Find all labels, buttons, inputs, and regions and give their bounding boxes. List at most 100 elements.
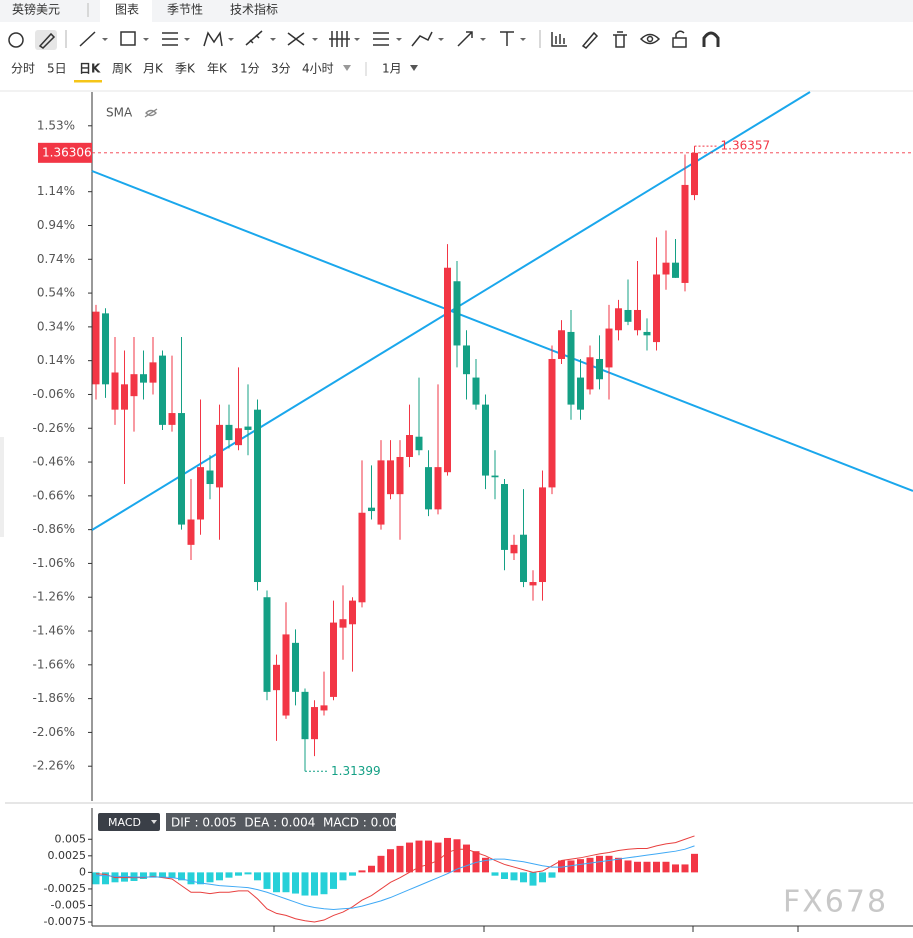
period[interactable]: 4小时 (302, 62, 334, 76)
tool-icon[interactable] (457, 31, 473, 47)
watermark: FX678 (783, 885, 888, 920)
period[interactable]: 分时 (11, 62, 35, 76)
macd-bar (235, 872, 242, 876)
macd-bar (672, 864, 679, 873)
candle-body (567, 331, 575, 405)
candle-body (92, 311, 100, 385)
candle-body (263, 597, 271, 692)
dropdown-arrow[interactable] (151, 820, 157, 824)
candle-body (662, 262, 670, 275)
period[interactable]: 年K (207, 62, 228, 76)
macd-bar (216, 872, 223, 881)
tool-icon[interactable] (79, 31, 96, 47)
y-tick-label: 0.005 (55, 832, 87, 845)
tool-icon[interactable] (329, 31, 350, 47)
tool-icon[interactable] (639, 33, 661, 45)
dropdown-arrow[interactable] (438, 38, 444, 41)
candle-body (681, 184, 689, 283)
candle-body (149, 362, 157, 383)
candle-body (444, 267, 451, 473)
candle-body (377, 460, 385, 525)
y-tick-label: -0.46% (33, 455, 75, 469)
tool-icon[interactable] (702, 31, 720, 47)
tab[interactable]: 技术指标 (230, 2, 278, 17)
candle-body (510, 544, 518, 554)
y-tick-label: -0.66% (33, 488, 75, 502)
y-tick-label: -0.06% (33, 387, 75, 401)
indicator-select[interactable] (98, 813, 160, 831)
last-price-tag (38, 142, 92, 163)
tool-icon[interactable] (245, 30, 263, 46)
macd-bar (330, 872, 337, 889)
macd-bar (681, 864, 689, 873)
candle-body (168, 413, 176, 425)
indicator-label[interactable]: SMA (106, 106, 133, 120)
candle-body (643, 331, 651, 336)
indicator-name[interactable]: MACD (108, 816, 141, 829)
candle-body (529, 582, 537, 586)
y-tick-label: 0.74% (37, 252, 75, 266)
y-tick-label: -0.0075 (44, 915, 86, 928)
tool-icon[interactable] (551, 32, 567, 47)
tab[interactable]: 英镑美元 (12, 2, 60, 17)
candle-body (349, 600, 356, 625)
candle-body (434, 467, 442, 510)
candle-body (273, 664, 280, 691)
dropdown-arrow[interactable] (270, 38, 276, 41)
tool-icon[interactable] (203, 30, 223, 47)
dropdown-arrow[interactable] (184, 38, 190, 41)
macd-bar (187, 872, 195, 885)
macd-bar (102, 872, 109, 885)
dropdown-arrow[interactable] (143, 38, 149, 41)
macd-chart: 0.005 0.0025 0 -0.0025 -0.005 -0.0075 (44, 832, 698, 928)
dropdown-arrow[interactable] (312, 38, 318, 41)
tool-icon[interactable] (120, 31, 136, 46)
tool-icon[interactable] (581, 31, 599, 49)
macd-bar (624, 860, 632, 873)
y-tick-label: 0.54% (37, 286, 75, 300)
dropdown-arrow[interactable] (228, 38, 234, 41)
dropdown-arrow[interactable] (396, 38, 402, 41)
macd-bar (311, 872, 318, 896)
side-handle[interactable] (0, 437, 4, 537)
period[interactable]: 季K (175, 62, 196, 76)
candle-body (406, 435, 413, 457)
dropdown-arrow[interactable] (343, 65, 351, 71)
tool-icon[interactable] (373, 32, 389, 46)
candle-body (615, 308, 622, 331)
macd-bar (472, 851, 480, 873)
tab[interactable]: 季节性 (167, 3, 203, 17)
eye-off-icon[interactable] (144, 108, 158, 118)
macd-bar (206, 872, 214, 883)
tool-icon[interactable] (613, 31, 627, 48)
period[interactable]: 日K (79, 62, 101, 76)
tool-dropdowns (102, 38, 526, 41)
tool-icon[interactable] (672, 37, 687, 48)
period[interactable]: 1月 (382, 62, 402, 76)
period[interactable]: 月K (143, 62, 164, 76)
tool-icon[interactable] (500, 31, 514, 46)
macd-bar (596, 855, 603, 873)
y-tick-label: -0.26% (33, 421, 75, 435)
macd-bar (339, 872, 347, 881)
macd-bar (140, 872, 147, 879)
dropdown-arrow[interactable] (102, 38, 108, 41)
y-tick-label: 0 (79, 865, 86, 878)
dropdown-arrow[interactable] (520, 38, 526, 41)
tool-icon[interactable] (287, 32, 305, 46)
y-tick-label: 0.34% (37, 319, 75, 333)
period[interactable]: 3分 (271, 62, 291, 76)
tool-icon[interactable] (162, 32, 178, 46)
dropdown-arrow[interactable] (354, 38, 360, 41)
period[interactable]: 5日 (47, 62, 67, 76)
tab-bar (0, 0, 913, 22)
tab[interactable]: 图表 (115, 3, 139, 17)
dropdown-arrow[interactable] (480, 38, 486, 41)
dropdown-arrow[interactable] (410, 65, 418, 71)
tool-icon[interactable] (8, 32, 24, 48)
candle-body (254, 409, 261, 583)
tool-icon[interactable] (411, 31, 433, 47)
tool-icon[interactable] (38, 32, 56, 49)
period[interactable]: 1分 (240, 62, 260, 76)
period[interactable]: 周K (112, 62, 133, 76)
